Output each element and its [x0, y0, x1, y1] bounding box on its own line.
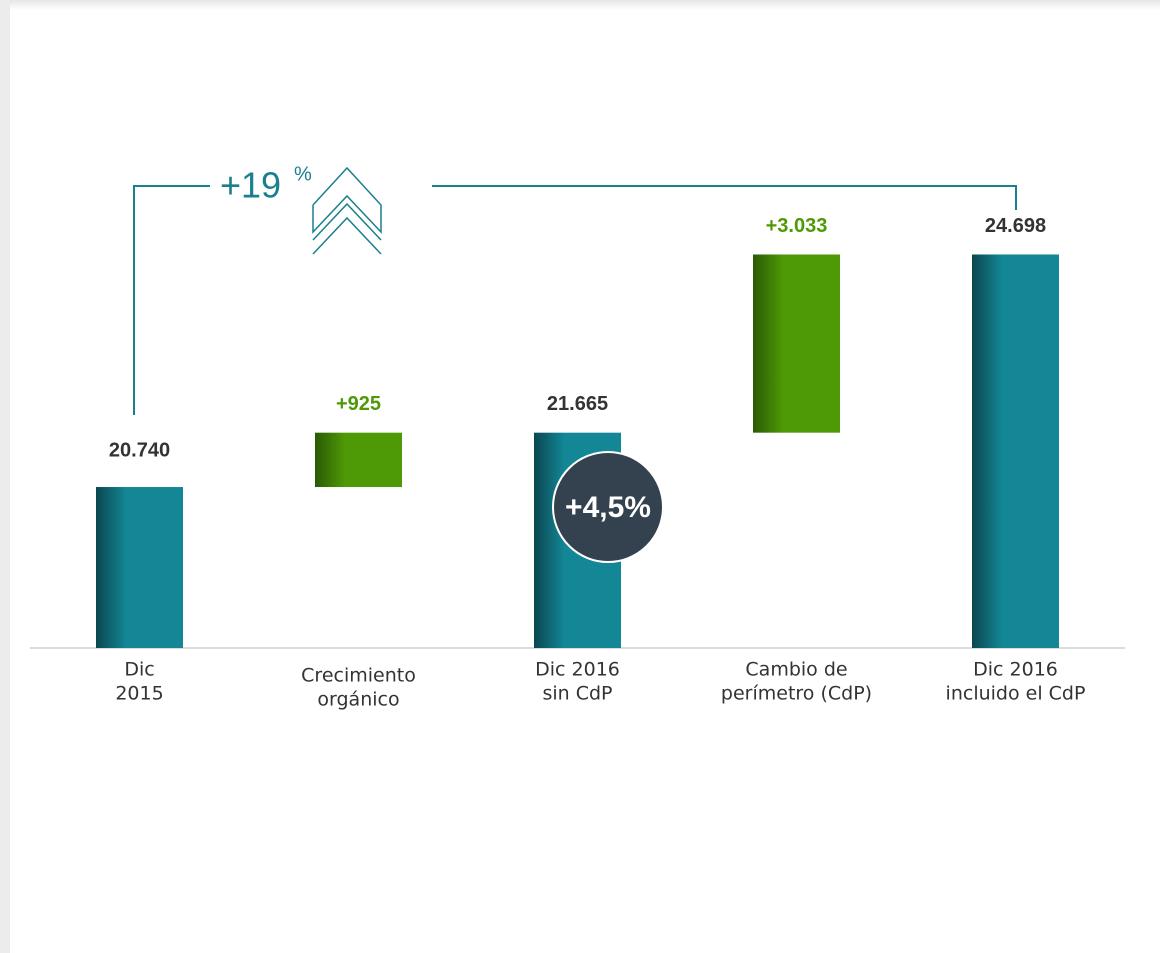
growth-number: +19 — [220, 165, 281, 206]
chevron-icon — [312, 166, 382, 255]
left-border — [0, 0, 10, 953]
x-tick-label: Dic 2016 — [973, 659, 1058, 681]
value-label: +3.033 — [766, 215, 828, 237]
x-tick-label: Dic — [124, 659, 154, 681]
bracket-left — [133, 185, 210, 415]
value-label: +925 — [336, 393, 381, 415]
x-tick-label: sin CdP — [542, 683, 612, 705]
x-tick-label: incluido el CdP — [946, 683, 1086, 705]
x-tick-label: 2015 — [115, 683, 163, 705]
bracket-right — [432, 185, 1017, 210]
growth-unit: % — [294, 163, 312, 185]
x-tick-label: Crecimiento — [301, 665, 416, 687]
growth-circle-label: +4,5% — [565, 491, 651, 524]
x-tick-label: Dic 2016 — [535, 659, 620, 681]
bar — [96, 487, 183, 648]
value-label: 24.698 — [985, 215, 1046, 237]
x-tick-label: perímetro (CdP) — [721, 683, 872, 705]
bar — [972, 254, 1059, 648]
top-shade — [0, 0, 1160, 10]
x-tick-label: orgánico — [317, 689, 399, 711]
value-label: 21.665 — [547, 393, 608, 415]
value-label: 20.740 — [109, 439, 170, 461]
x-tick-label: Cambio de — [745, 659, 847, 681]
bar — [753, 254, 840, 433]
bar — [315, 432, 402, 488]
growth-circle — [552, 451, 664, 563]
